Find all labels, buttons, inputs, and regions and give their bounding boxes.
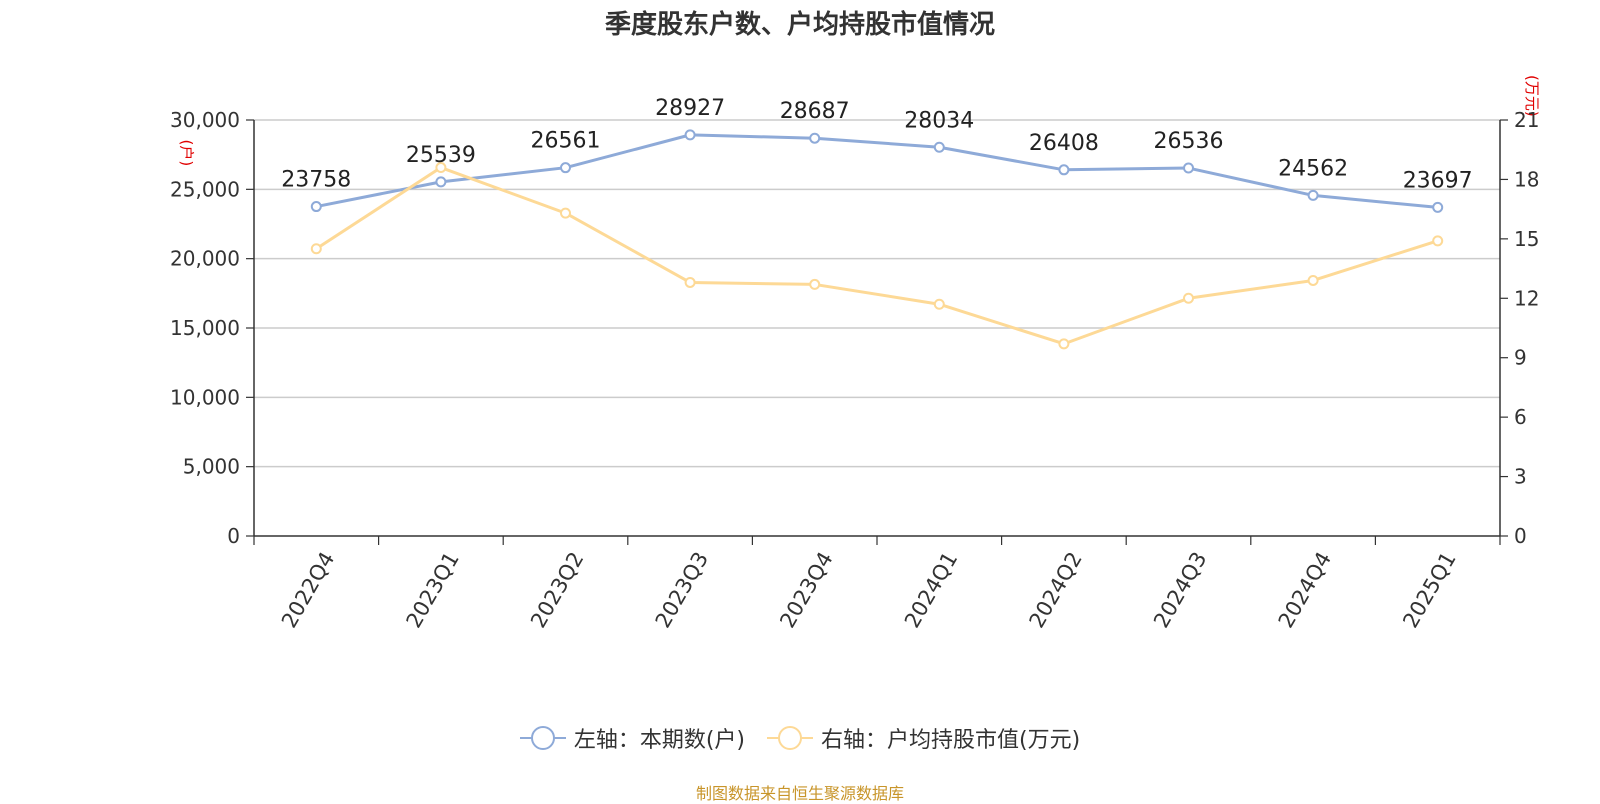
data-label: 24562 xyxy=(1278,156,1348,181)
right-axis-tick-label: 3 xyxy=(1514,465,1527,489)
data-label: 28927 xyxy=(655,96,725,121)
data-label: 23758 xyxy=(281,168,351,193)
legend-right-series-label: 右轴：户均持股市值(万元) xyxy=(821,728,1081,753)
x-axis-category-label: 2023Q2 xyxy=(526,548,588,632)
data-point-left xyxy=(435,176,447,188)
right-axis-tick-label: 0 xyxy=(1514,524,1527,548)
data-point-right xyxy=(1058,338,1070,350)
left-axis-tick-label: 5,000 xyxy=(183,455,240,479)
data-point-right xyxy=(809,278,821,290)
x-axis-category-label: 2023Q1 xyxy=(402,548,464,632)
data-point-left xyxy=(1183,162,1194,174)
right-axis-tick-label: 12 xyxy=(1514,286,1539,310)
data-point-right xyxy=(560,207,571,219)
data-point-left xyxy=(684,129,696,141)
series-line-left xyxy=(316,133,1438,209)
data-point-right xyxy=(684,276,696,288)
data-point-right xyxy=(1307,274,1319,286)
data-point-right xyxy=(1183,292,1194,304)
data-point-right xyxy=(933,298,945,310)
legend-item-left-series[interactable]: 左轴：本期数(户) xyxy=(519,722,745,754)
data-label: 26408 xyxy=(1029,131,1099,156)
legend-left-series-marker xyxy=(519,725,566,751)
x-axis-category-label: 2024Q2 xyxy=(1025,548,1087,632)
data-label: 23697 xyxy=(1403,168,1473,193)
data-point-left xyxy=(310,201,322,213)
data-point-right xyxy=(310,243,322,255)
line-chart: 0 5,000 10,000 15,000 20,000 25,000 30,000 0 3 6 9… xyxy=(170,96,1539,632)
right-axis-tick-label: 21 xyxy=(1514,108,1539,132)
left-axis-tick-label: 0 xyxy=(227,524,240,548)
right-axis-tick-label: 15 xyxy=(1514,227,1539,251)
x-axis-category-label: 2024Q3 xyxy=(1149,548,1211,632)
data-label: 26561 xyxy=(531,129,601,154)
legend-left-series-label: 左轴：本期数(户) xyxy=(573,728,745,753)
x-axis-category-label: 2022Q4 xyxy=(277,548,339,632)
legend: 左轴：本期数(户) 右轴：户均持股市值(万元) xyxy=(0,722,1600,754)
right-axis-tick-label: 9 xyxy=(1514,346,1527,370)
x-axis-category-label: 2023Q3 xyxy=(651,548,713,632)
data-point-right xyxy=(1432,235,1444,247)
x-axis-category-label: 2025Q1 xyxy=(1398,548,1460,632)
legend-right-series-marker xyxy=(767,725,813,751)
x-axis-category-label: 2024Q1 xyxy=(900,548,962,632)
chart-title: 季度股东户数、户均持股市值情况 xyxy=(604,10,995,40)
left-axis-tick-label: 15,000 xyxy=(170,316,240,340)
x-axis-category-label: 2023Q4 xyxy=(775,548,837,632)
left-axis-tick-label: 30,000 xyxy=(170,108,240,132)
right-axis-tick-label: 18 xyxy=(1514,167,1539,191)
data-label: 28687 xyxy=(780,99,850,124)
series-line-right xyxy=(315,166,1439,346)
data-label: 25539 xyxy=(406,143,476,168)
data-point-left xyxy=(809,132,821,144)
x-axis-category-label: 2024Q4 xyxy=(1274,548,1336,632)
data-point-left xyxy=(933,141,945,153)
data-point-left xyxy=(560,162,571,174)
legend-item-right-series[interactable]: 右轴：户均持股市值(万元) xyxy=(767,722,1080,754)
data-point-left xyxy=(1058,164,1070,176)
left-axis-tick-label: 20,000 xyxy=(170,247,240,271)
data-label: 28034 xyxy=(904,108,974,133)
data-point-left xyxy=(1432,201,1444,213)
left-axis-tick-label: 25,000 xyxy=(170,177,240,201)
data-point-left xyxy=(1307,189,1319,201)
left-axis-tick-label: 10,000 xyxy=(170,385,240,409)
data-point-right xyxy=(435,162,447,174)
data-source-note: 制图数据来自恒生聚源数据库 xyxy=(695,784,904,803)
data-label: 26536 xyxy=(1154,129,1224,154)
right-axis-tick-label: 6 xyxy=(1514,405,1527,429)
